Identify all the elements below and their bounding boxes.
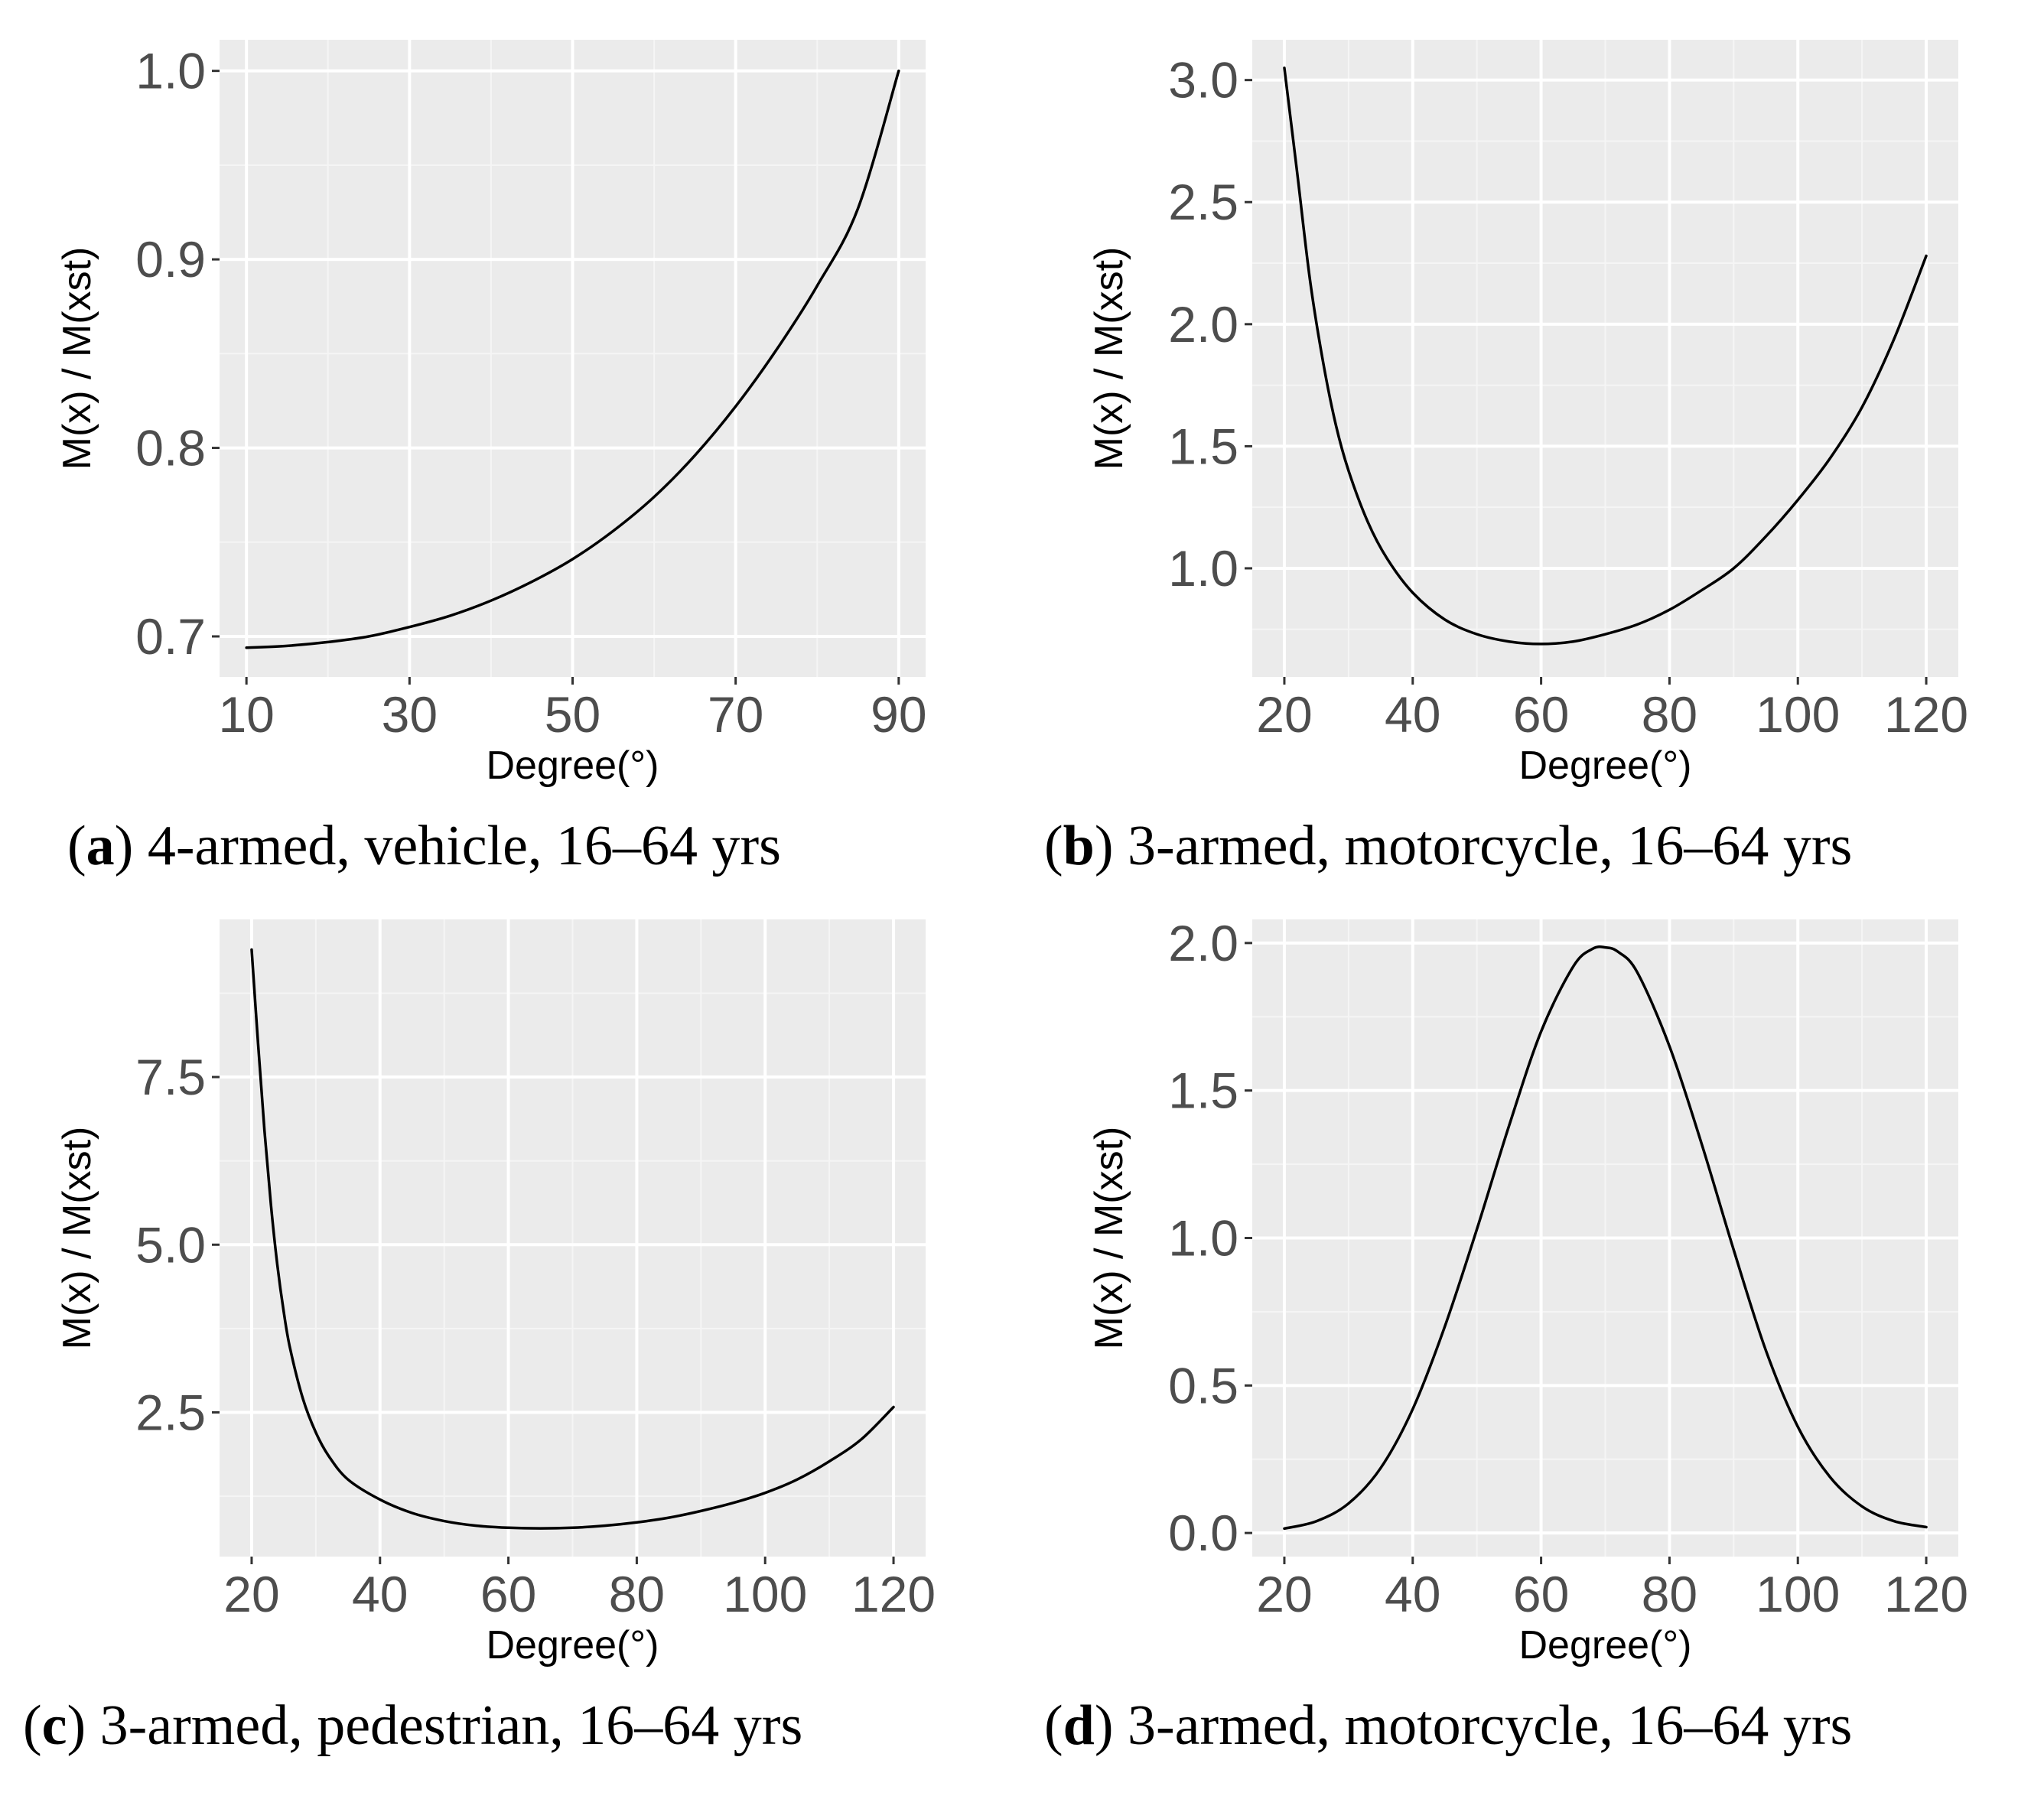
caption-paren-close: ) — [67, 1694, 100, 1757]
x-axis-title: Degree(°) — [487, 743, 659, 788]
gridlines-a — [220, 40, 926, 677]
caption-c: (c) 3-armed, pedestrian, 16–64 yrs — [23, 1694, 802, 1757]
y-tick-label: 2.0 — [1168, 296, 1238, 353]
axes-b: 20 40 60 80 100 120 1.0 1.5 2.0 2.5 3.0 Degree(°) M(… — [1087, 52, 1968, 788]
caption-d: (d) 3-armed, motorcycle, 16–64 yrs — [1044, 1694, 1852, 1757]
caption-letter: a — [86, 815, 115, 877]
y-tick-label: 2.5 — [1168, 174, 1238, 230]
y-tick-label: 1.0 — [135, 43, 206, 99]
x-tick-label: 100 — [723, 1566, 807, 1622]
x-tick-label: 70 — [708, 686, 763, 743]
x-tick-label: 80 — [609, 1566, 665, 1622]
caption-paren-open: ( — [1044, 815, 1063, 877]
panel-b: 20 40 60 80 100 120 1.0 1.5 2.0 2.5 3.0 Degree(°) M(… — [1044, 40, 1968, 877]
caption-text: 4-armed, vehicle, 16–64 yrs — [148, 815, 781, 877]
x-tick-label: 60 — [1513, 686, 1569, 743]
series-line-b — [1283, 66, 1928, 646]
gridlines-c — [220, 919, 926, 1557]
panel-c: 20 40 60 80 100 120 2.5 5.0 7.5 Degree(°) M(x) / M… — [23, 919, 936, 1757]
x-tick-label: 20 — [1256, 686, 1312, 743]
y-tick-label: 0.7 — [135, 608, 206, 665]
series-line-a — [245, 69, 900, 649]
y-axis-title: M(x) / M(xst) — [1087, 1127, 1131, 1350]
axes-d: 20 40 60 80 100 120 0.0 0.5 1.0 1.5 2.0 Degree(°) M(… — [1087, 915, 1968, 1667]
x-tick-label: 40 — [1385, 686, 1440, 743]
x-tick-label: 10 — [218, 686, 274, 743]
x-tick-label: 30 — [382, 686, 438, 743]
x-tick-label: 120 — [1884, 1566, 1968, 1622]
y-tick-label: 1.0 — [1168, 540, 1238, 597]
y-tick-label: 1.0 — [1168, 1210, 1238, 1267]
y-tick-label: 5.0 — [135, 1216, 206, 1273]
x-tick-label: 120 — [851, 1566, 936, 1622]
caption-text: 3-armed, pedestrian, 16–64 yrs — [100, 1694, 803, 1757]
y-axis-title: M(x) / M(xst) — [55, 247, 99, 470]
x-axis-title: Degree(°) — [1519, 1623, 1692, 1667]
y-tick-label: 2.5 — [135, 1384, 206, 1440]
x-tick-label: 80 — [1642, 686, 1697, 743]
y-tick-label: 0.9 — [135, 231, 206, 288]
caption-text: 3-armed, motorcycle, 16–64 yrs — [1128, 1694, 1852, 1757]
y-tick-label: 7.5 — [135, 1049, 206, 1105]
x-tick-label: 20 — [223, 1566, 279, 1622]
y-tick-label: 3.0 — [1168, 52, 1238, 109]
panel-a: 10 30 50 70 90 0.7 0.8 0.9 1.0 Degree(°) M(x) / M(… — [55, 40, 927, 877]
x-tick-label: 90 — [871, 686, 926, 743]
caption-text: 3-armed, motorcycle, 16–64 yrs — [1128, 815, 1852, 877]
x-tick-label: 100 — [1756, 686, 1840, 743]
x-tick-label: 40 — [1385, 1566, 1440, 1622]
y-axis-title: M(x) / M(xst) — [55, 1127, 99, 1350]
caption-letter: d — [1063, 1694, 1095, 1757]
caption-a: (a) 4-armed, vehicle, 16–64 yrs — [67, 815, 781, 877]
caption-paren-open: ( — [23, 1694, 42, 1757]
caption-paren-close: ) — [1095, 1694, 1128, 1757]
x-axis-title: Degree(°) — [487, 1623, 659, 1667]
series-line-c — [250, 948, 895, 1530]
gridlines-d — [1252, 919, 1958, 1557]
caption-paren-open: ( — [67, 815, 86, 877]
x-tick-label: 60 — [1513, 1566, 1569, 1622]
x-tick-label: 120 — [1884, 686, 1968, 743]
panel-d: 20 40 60 80 100 120 0.0 0.5 1.0 1.5 2.0 Degree(°) M(… — [1044, 915, 1968, 1757]
axes-c: 20 40 60 80 100 120 2.5 5.0 7.5 Degree(°) M(x) / M… — [55, 1049, 936, 1667]
y-tick-label: 2.0 — [1168, 915, 1238, 971]
y-axis-title: M(x) / M(xst) — [1087, 247, 1131, 470]
gridlines-b — [1252, 40, 1958, 677]
caption-letter: c — [42, 1694, 67, 1757]
x-tick-label: 60 — [480, 1566, 536, 1622]
y-tick-label: 1.5 — [1168, 418, 1238, 474]
caption-paren-close: ) — [1095, 815, 1128, 877]
y-tick-label: 1.5 — [1168, 1062, 1238, 1119]
x-tick-label: 100 — [1756, 1566, 1840, 1622]
caption-letter: b — [1063, 815, 1095, 877]
axes-a: 10 30 50 70 90 0.7 0.8 0.9 1.0 Degree(°) M(x) / M(… — [55, 43, 927, 788]
caption-paren-close: ) — [115, 815, 148, 877]
series-line-d — [1283, 945, 1928, 1531]
y-tick-label: 0.5 — [1168, 1357, 1238, 1414]
caption-paren-open: ( — [1044, 1694, 1063, 1757]
caption-b: (b) 3-armed, motorcycle, 16–64 yrs — [1044, 815, 1852, 877]
y-tick-label: 0.8 — [135, 420, 206, 477]
x-tick-label: 50 — [545, 686, 601, 743]
x-tick-label: 80 — [1642, 1566, 1697, 1622]
x-axis-title: Degree(°) — [1519, 743, 1692, 788]
x-tick-label: 40 — [352, 1566, 408, 1622]
x-tick-label: 20 — [1256, 1566, 1312, 1622]
y-tick-label: 0.0 — [1168, 1505, 1238, 1561]
